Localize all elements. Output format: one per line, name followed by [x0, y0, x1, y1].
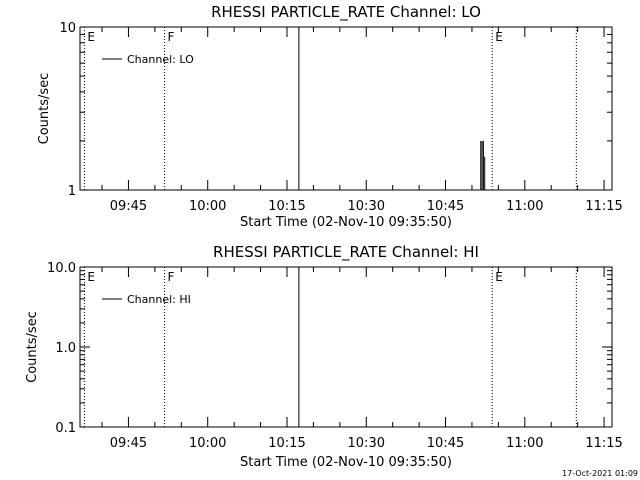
x-tick-label: 10:15 — [268, 436, 305, 451]
x-axis-label: Start Time (02-Nov-10 09:35:50) — [240, 215, 452, 230]
chart-title: RHESSI PARTICLE_RATE Channel: HI — [213, 243, 479, 262]
x-tick-label: 11:00 — [506, 199, 543, 214]
x-tick-label: 09:45 — [110, 199, 147, 214]
event-marker-label: E — [87, 270, 95, 284]
x-axis-label: Start Time (02-Nov-10 09:35:50) — [240, 455, 452, 470]
event-marker-label: F — [168, 30, 175, 44]
event-marker-label: F — [168, 270, 175, 284]
event-marker-label: E — [495, 30, 503, 44]
x-tick-label: 10:00 — [189, 436, 226, 451]
y-axis-label: Counts/sec — [37, 73, 52, 145]
plot-frame — [79, 26, 613, 191]
y-tick-label: 0.1 — [55, 421, 76, 436]
x-tick-label: 10:30 — [348, 436, 385, 451]
x-tick-label: 11:00 — [506, 436, 543, 451]
y-tick-label: 10 — [59, 21, 76, 36]
y-tick-label: 1.0 — [55, 341, 76, 356]
y-tick-label: 10.0 — [47, 261, 76, 276]
plot-timestamp: 17-Oct-2021 01:09 — [562, 469, 638, 478]
plot-frame — [79, 266, 613, 428]
x-tick-label: 11:15 — [585, 199, 622, 214]
x-tick-label: 10:45 — [427, 436, 464, 451]
legend-label: Channel: LO — [127, 53, 194, 66]
event-marker-label: E — [87, 30, 95, 44]
x-tick-label: 10:45 — [427, 199, 464, 214]
x-tick-label: 11:15 — [585, 436, 622, 451]
x-tick-label: 10:15 — [268, 199, 305, 214]
x-tick-label: 10:30 — [348, 199, 385, 214]
y-tick-label: 1 — [68, 184, 76, 199]
x-tick-label: 09:45 — [110, 436, 147, 451]
event-marker-label: E — [495, 270, 503, 284]
y-axis-label: Counts/sec — [25, 311, 40, 383]
chart-title: RHESSI PARTICLE_RATE Channel: LO — [211, 3, 481, 22]
x-tick-label: 10:00 — [189, 199, 226, 214]
legend-label: Channel: HI — [127, 293, 191, 306]
